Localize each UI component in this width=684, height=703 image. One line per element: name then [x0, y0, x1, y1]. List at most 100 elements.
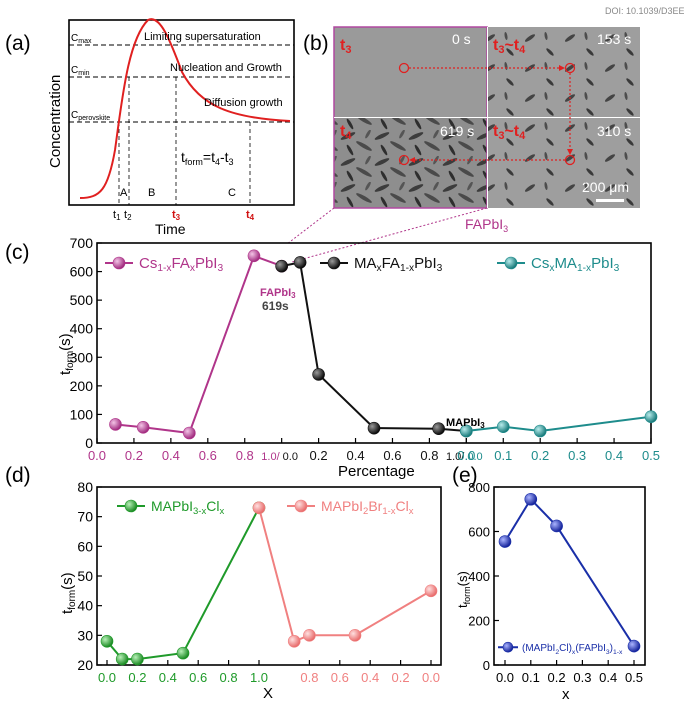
c-xtick-label: 0.0	[467, 451, 482, 463]
d-xtick-label: 0.2	[128, 670, 146, 685]
d-ytick-label: 50	[77, 568, 93, 584]
d-legend-cl-marker	[124, 499, 138, 513]
frame-0s-time: 0 s	[452, 31, 471, 47]
e-series-point	[524, 492, 538, 506]
c-series-cs-fa-point	[109, 418, 122, 431]
c-legend-cs-ma-text: CsxMA1-xPbI3	[531, 255, 620, 274]
d-series-brcl-point	[252, 501, 266, 515]
annot-619s: 619s	[262, 299, 289, 313]
d-xtick-label: 1.0	[250, 670, 268, 685]
c-series-ma-fa-point	[432, 422, 445, 436]
d-xtick-label: 0.8	[220, 670, 238, 685]
d-legend-brcl-text: MAPbI2Br1-xClx	[321, 498, 414, 517]
e-ytick-label: 600	[468, 525, 490, 540]
d-series-cl-point	[100, 634, 114, 648]
region-diffusion: Diffusion growth	[204, 97, 283, 109]
d-series-cl-point	[115, 652, 129, 666]
annot-mapbi: MAPbI3	[446, 417, 485, 430]
frame-310s-tag: t3~t4	[493, 123, 526, 142]
marker-619s	[398, 154, 410, 166]
annot-fapbi: FAPbI3	[260, 287, 296, 300]
c-ytick-label: 0	[85, 435, 93, 451]
d-xtick-label: 0.4	[361, 670, 379, 685]
tick-t4: t4	[246, 209, 255, 222]
c-ytick-label: 100	[70, 406, 94, 422]
tform-formula: tform=t4-t3	[181, 149, 234, 167]
c-ytick-label: 600	[70, 264, 94, 280]
panel-d-xticks: 0.0 0.2 0.4 0.6 0.8 1.0 0.8 0.6 0.4 0.2 0.0	[98, 660, 440, 685]
c-xtick-label: 1.0/	[261, 451, 280, 463]
cperovskite-label: Cperovskite	[71, 110, 110, 122]
c-series-cs-ma-point	[533, 424, 547, 438]
c-series-cs-ma-line	[466, 415, 652, 433]
panel-e: (e) 0 200 400 600 800 0.0 0.1 0.2 0.3 0.4 0.5 tfo…	[452, 464, 646, 703]
region-limiting: Limiting supersaturation	[144, 31, 261, 43]
c-xtick-label: 0.6	[199, 448, 217, 463]
e-series-point	[550, 519, 563, 533]
panel-c-legends: Cs1-xFAxPbI3 MAxFA1-xPbI3 CsxMA1-xPbI3	[105, 255, 620, 274]
d-xtick-label: 0.4	[159, 670, 177, 685]
zoom-line-left	[286, 207, 335, 245]
frame-153s-time: 153 s	[597, 31, 631, 47]
c-series-cs-fa-point	[136, 420, 150, 434]
c-xtick-label: 0.2	[125, 448, 143, 463]
c-xtick-label: 0.0	[283, 451, 298, 463]
phase-b: B	[148, 187, 155, 199]
d-xtick-label: 0.6	[189, 670, 207, 685]
panel-a-ylabel: Concentration	[47, 75, 64, 168]
e-xtick-label: 0.3	[573, 670, 591, 685]
e-xtick-label: 0.1	[522, 670, 540, 685]
c-xtick-label: 0.3	[568, 448, 586, 463]
c-series-ma-fa-point	[367, 421, 381, 435]
panel-a-label: (a)	[5, 32, 31, 55]
zoom-line-right	[291, 207, 488, 263]
region-nucleation: Nucleation and Growth	[170, 62, 282, 74]
c-legend-cs-fa-text: Cs1-xFAxPbI3	[139, 255, 223, 274]
frame-153s	[488, 27, 640, 117]
d-ytick-label: 70	[77, 509, 93, 525]
d-legend-cl-text: MAPbI3-xClx	[151, 498, 224, 517]
frame-310s	[488, 118, 640, 208]
c-legend-cs-fa-marker	[112, 256, 126, 270]
panel-d-ylabel: tform(s)	[59, 572, 78, 614]
e-legend-marker	[502, 641, 514, 653]
e-ytick-label: 400	[468, 569, 490, 584]
c-series-ma-fa-point	[312, 368, 325, 381]
c-xtick-label: 0.4	[605, 448, 623, 463]
e-series-line	[504, 497, 635, 647]
tick-t2: t2	[124, 209, 132, 222]
tick-t1: t1	[113, 209, 121, 222]
c-xtick-label: 0.4	[162, 448, 180, 463]
frame-0s-tag: t3	[340, 37, 351, 56]
e-ytick-label: 200	[468, 614, 490, 629]
c-series-cs-fa-point	[183, 426, 196, 440]
panel-c-label: (c)	[5, 241, 30, 264]
d-legend-brcl-marker	[294, 499, 308, 513]
d-xtick-label: 0.6	[331, 670, 349, 685]
panel-e-frame	[493, 486, 646, 666]
phase-a: A	[120, 187, 128, 199]
cmax-label: Cmax	[71, 33, 92, 45]
frame-619s-tag: t4	[340, 123, 352, 142]
concentration-curve	[79, 18, 291, 199]
frame-0s	[334, 27, 487, 117]
panel-d-yticks: 20 30 40 50 60 70 80	[77, 479, 102, 673]
frame-310s-time: 310 s	[597, 123, 631, 139]
panel-a: (a) Cmax Cmin Cperovskite Limiting super…	[5, 18, 295, 237]
e-xtick-label: 0.2	[548, 670, 566, 685]
panel-a-frame	[68, 19, 295, 206]
panel-c: (c) 0 100 200 300 400 500 600 700 0.0 0.2 0.4 0.6 0…	[5, 235, 660, 480]
frame-153s-tag: t3~t4	[493, 37, 526, 56]
arrow-1-head	[559, 65, 565, 71]
d-series-cl-point	[176, 646, 190, 660]
e-ytick-label: 800	[468, 480, 490, 495]
e-xtick-label: 0.4	[599, 670, 617, 685]
e-xtick-label: 0.0	[496, 670, 514, 685]
panel-d: (d) 20 30 40 50 60 70 80 0.0 0.2 0.4 0.6 0.8 1.0 0.8…	[5, 464, 442, 702]
frame-619s	[334, 118, 487, 208]
doi-text: DOI: 10.1039/D3EE02	[605, 6, 684, 16]
d-xtick-label: 0.0	[422, 670, 440, 685]
panel-e-series	[498, 492, 641, 653]
tick-t3: t3	[172, 209, 181, 222]
